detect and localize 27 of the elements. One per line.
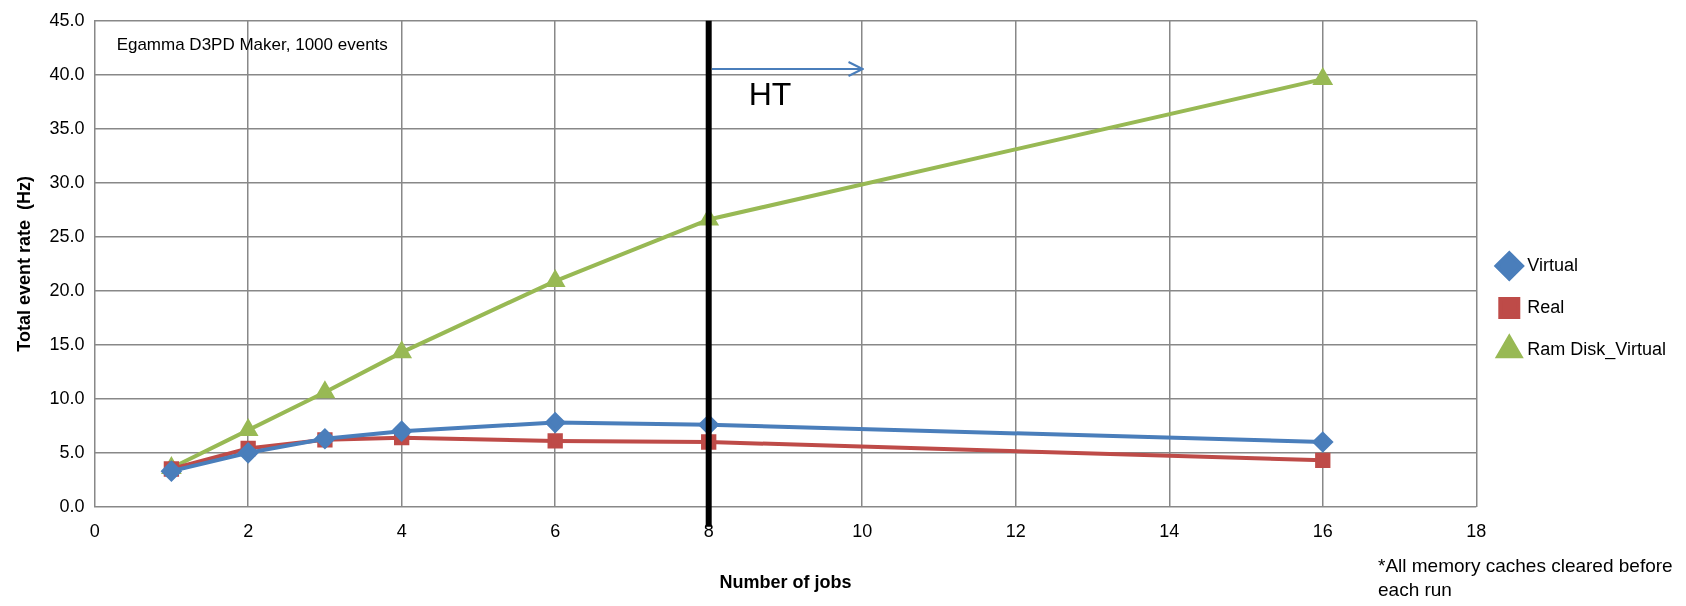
legend-label: Ram Disk_Virtual [1527,338,1667,360]
y-tick-label: 30.0 [49,171,85,192]
y-tick-label: 45.0 [49,9,85,30]
y-tick-label: 20.0 [49,279,85,300]
y-tick-label: 25.0 [49,225,85,246]
x-tick-label: 16 [1312,520,1333,541]
legend-label: Real [1527,296,1565,317]
y-tick-label: 15.0 [49,333,85,354]
x-tick-label: 6 [550,520,561,541]
ref-line-label: HT [748,76,792,113]
legend-label: Virtual [1527,254,1578,275]
x-tick-label: 10 [852,520,873,541]
x-tick-label: 12 [1005,520,1026,541]
y-tick-label: 5.0 [59,441,85,462]
x-tick-label: 0 [89,520,100,541]
x-tick-label: 18 [1466,520,1487,541]
x-axis-title: Number of jobs [719,572,852,593]
text: *All memory caches cleared before each run [1378,554,1674,602]
y-tick-label: 0.0 [59,495,85,516]
x-tick-label: 14 [1159,520,1180,541]
y-tick-label: 35.0 [49,117,85,138]
y-tick-label: 10.0 [49,387,85,408]
y-tick-label: 40.0 [49,63,85,84]
annotation: Egamma D3PD Maker, 1000 events [116,34,388,55]
x-tick-label: 2 [243,520,254,541]
y-axis-title: Total event rate (Hz) [13,175,34,352]
x-tick-label: 4 [396,520,407,541]
